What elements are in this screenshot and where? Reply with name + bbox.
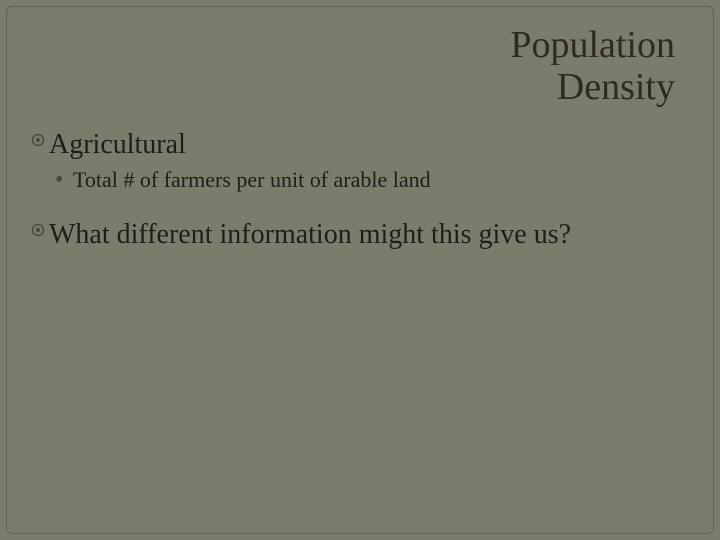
slide-content: Agricultural • Total # of farmers per un… [31, 127, 683, 256]
sub-bullet-text: Total # of farmers per unit of arable la… [73, 166, 431, 195]
bullet-item: What different information might this gi… [31, 217, 683, 252]
slide-frame: Population Density Agricultural • Total … [6, 6, 714, 534]
title-line-2: Density [510, 67, 675, 109]
circle-bullet-icon [31, 133, 49, 147]
slide-panel: Population Density Agricultural • Total … [17, 17, 703, 523]
title-line-1: Population [510, 25, 675, 67]
bullet-text: Agricultural [49, 127, 186, 162]
dot-bullet-icon: • [55, 166, 73, 195]
slide-title: Population Density [510, 25, 675, 109]
sub-bullet-item: • Total # of farmers per unit of arable … [55, 166, 683, 195]
circle-bullet-icon [31, 223, 49, 237]
bullet-item: Agricultural [31, 127, 683, 162]
bullet-text: What different information might this gi… [49, 217, 571, 252]
